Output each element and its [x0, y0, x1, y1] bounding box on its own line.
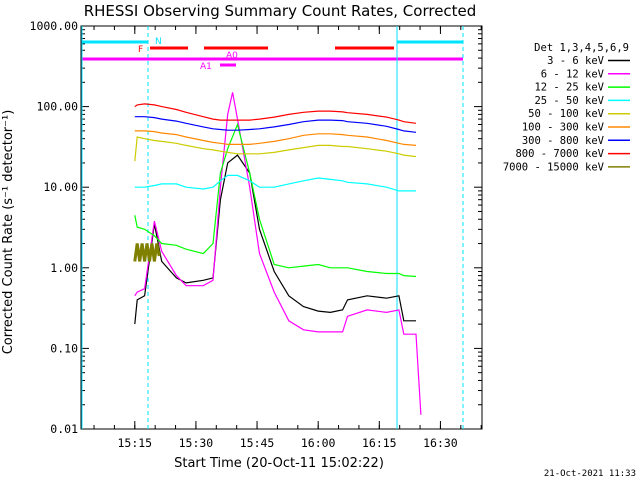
- legend-entry-label: 6 - 12 keV: [541, 68, 605, 80]
- series-line-7: [134, 103, 417, 124]
- legend-entry-label: 12 - 25 keV: [534, 82, 604, 94]
- y-axis: 0.01 0.10 1.00 10.00 100.00 1000.00: [30, 19, 482, 436]
- legend-entry-label: 7000 - 15000 keV: [503, 161, 605, 173]
- y-tick-label: 100.00: [36, 100, 78, 114]
- series-line-6: [134, 116, 417, 133]
- x-axis-label: Start Time (20-Oct-11 15:02:22): [174, 456, 384, 471]
- y-tick-label: 0.10: [50, 341, 78, 355]
- x-tick-label: 16:00: [301, 436, 336, 450]
- x-tick-label: 16:15: [362, 436, 397, 450]
- series-line-2: [134, 122, 417, 278]
- y-axis-label: Corrected Count Rate (s⁻¹ detector⁻¹): [1, 110, 16, 355]
- legend-entry-label: 50 - 100 keV: [528, 108, 605, 120]
- x-tick-label: 16:30: [423, 436, 458, 450]
- series-line-8: [133, 243, 161, 262]
- x-tick-label: 15:30: [179, 436, 214, 450]
- generation-timestamp: 21-Oct-2021 11:33: [544, 469, 636, 479]
- series-line-3: [134, 174, 416, 192]
- legend-title: Det 1,3,4,5,6,9: [534, 42, 629, 54]
- legend-entry-label: 3 - 6 keV: [547, 55, 605, 67]
- attenuator-flag-a1: A1: [200, 62, 212, 72]
- chart-title: RHESSI Observing Summary Count Rates, Co…: [84, 2, 477, 20]
- legend-entry-label: 300 - 800 keV: [522, 135, 605, 147]
- y-tick-label: 1000.00: [30, 19, 79, 33]
- legend-entry-label: 100 - 300 keV: [522, 122, 605, 134]
- x-tick-label: 15:15: [117, 436, 152, 450]
- y-tick-label: 1.00: [50, 261, 78, 275]
- night-flag: N: [155, 37, 162, 47]
- legend-entry-label: 800 - 7000 keV: [515, 148, 604, 160]
- series-line-0: [134, 154, 416, 325]
- series-layer: [133, 92, 422, 415]
- x-axis: 15:15 15:30 15:45 16:00 16:15 16:30: [93, 26, 482, 450]
- time-markers: [81, 26, 464, 429]
- attenuator-flag-a0: A0: [226, 51, 238, 61]
- series-line-4: [134, 136, 417, 162]
- series-line-5: [134, 130, 417, 146]
- y-tick-label: 10.00: [43, 180, 78, 194]
- status-bars: N F A0 A1: [82, 37, 463, 72]
- y-tick-label: 0.01: [50, 422, 78, 436]
- flare-flag: F: [138, 45, 143, 55]
- legend-entry-label: 25 - 50 keV: [534, 95, 604, 107]
- series-line-1: [134, 92, 422, 415]
- plot-frame: [80, 25, 483, 430]
- x-tick-label: 15:45: [240, 436, 275, 450]
